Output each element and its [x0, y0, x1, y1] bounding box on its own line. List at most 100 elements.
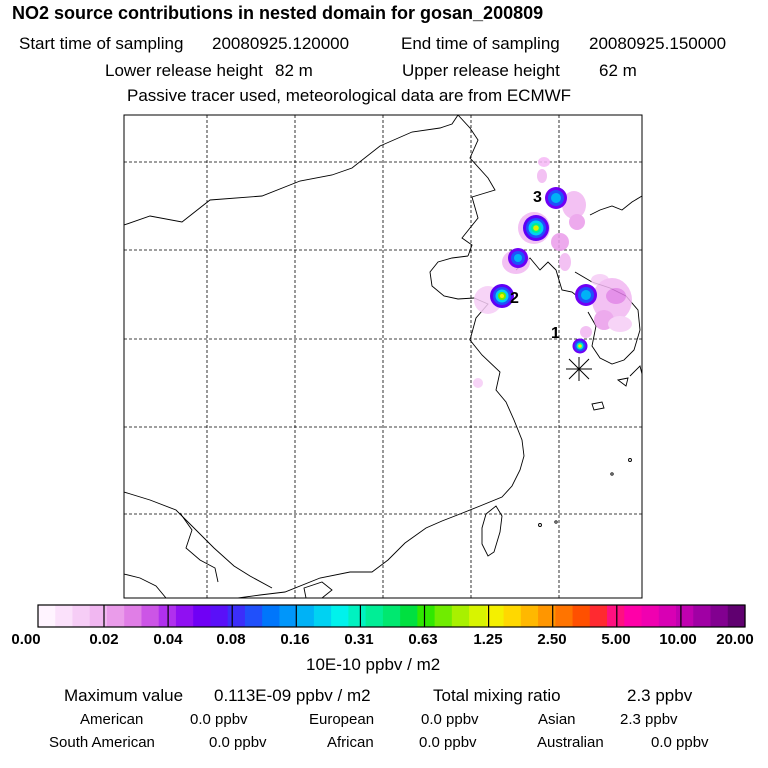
colorbar-swatch: [469, 605, 487, 627]
end-time-label: End time of sampling: [401, 34, 560, 53]
japan-coast: [629, 365, 642, 377]
end-time-value: 20080925.150000: [589, 34, 727, 53]
colorbar-label: 0.04: [153, 631, 183, 648]
hotspot-3a: [545, 187, 567, 209]
hainan: [303, 581, 333, 598]
colorbar-label: 5.00: [601, 631, 631, 648]
colorbar-swatch: [193, 605, 212, 627]
colorbar-ticks: [103, 605, 682, 627]
colorbar-label: 1.25: [473, 631, 503, 648]
hotspot-korea: [575, 284, 597, 306]
page-title: NO2 source contributions in nested domai…: [12, 3, 544, 23]
colorbar-swatch: [296, 605, 315, 627]
region-value-european: 0.0 ppbv: [421, 711, 479, 728]
manchuria-border: [457, 115, 496, 257]
colorbar-swatch: [417, 605, 436, 627]
colorbar-label: 0.02: [89, 631, 119, 648]
region-name-asian: Asian: [538, 711, 576, 728]
southwest-border: [124, 573, 167, 598]
colorbar-swatch: [486, 605, 505, 627]
region-value-asian: 2.3 ppbv: [620, 711, 678, 728]
colorbar-swatch: [55, 605, 74, 627]
region-value-australian: 0.0 ppbv: [651, 734, 709, 751]
region-name-south-american: South American: [49, 734, 155, 751]
colorbar-swatch: [331, 605, 349, 627]
taiwan: [481, 505, 503, 557]
northeast-coast: [589, 195, 642, 216]
concentration-haze: [473, 157, 632, 388]
colorbar-swatch: [434, 605, 453, 627]
colorbar: [38, 605, 746, 627]
colorbar-swatch: [72, 605, 91, 627]
hotspot-3b: [523, 215, 549, 241]
data-source-note: Passive tracer used, meteorological data…: [127, 86, 572, 105]
colorbar-frame: [37, 604, 746, 628]
colorbar-swatch: [89, 605, 108, 627]
colorbar-label: 0.16: [280, 631, 310, 648]
mongolia-border: [124, 115, 459, 226]
colorbar-swatch: [572, 605, 591, 627]
map-frame: [123, 114, 643, 599]
colorbar-label: 0.31: [344, 631, 374, 648]
colorbar-swatch: [555, 605, 574, 627]
colorbar-swatch: [227, 605, 246, 627]
colorbar-swatch: [400, 605, 418, 627]
colorbar-swatch: [693, 605, 712, 627]
source-label-1: 1: [551, 325, 560, 342]
colorbar-label: 10.00: [659, 631, 697, 648]
colorbar-label: 2.50: [537, 631, 567, 648]
colorbar-swatch: [641, 605, 660, 627]
source-label-2: 2: [510, 290, 519, 307]
colorbar-label: 0.63: [408, 631, 438, 648]
colorbar-swatch: [589, 605, 608, 627]
colorbar-swatch: [538, 605, 556, 627]
region-name-american: American: [80, 711, 144, 728]
hotspot-1: [572, 338, 588, 354]
receptor-star-icon: [566, 357, 592, 381]
colorbar-swatch: [38, 605, 56, 627]
map-content: 3 2 1: [124, 115, 642, 598]
tsushima: [616, 377, 629, 387]
lower-height-label: Lower release height: [105, 61, 263, 80]
colorbar-swatch: [727, 605, 746, 627]
colorbar-label: 20.00: [716, 631, 754, 648]
colorbar-swatch: [348, 605, 367, 627]
region-value-american: 0.0 ppbv: [190, 711, 248, 728]
lower-height-value: 82 m: [275, 61, 313, 80]
hotspot-2: [490, 284, 514, 308]
region-value-african: 0.0 ppbv: [419, 734, 477, 751]
colorbar-swatch: [658, 605, 677, 627]
colorbar-swatch: [313, 605, 332, 627]
colorbar-unit: 10E-10 ppbv / m2: [306, 655, 441, 674]
start-time-label: Start time of sampling: [19, 34, 184, 53]
colorbar-label: 0.08: [216, 631, 246, 648]
max-value: 0.113E-09 ppbv / m2: [214, 686, 371, 705]
region-name-australian: Australian: [537, 734, 604, 751]
start-time-value: 20080925.120000: [212, 34, 350, 53]
colorbar-swatch: [279, 605, 298, 627]
colorbar-swatch: [365, 605, 384, 627]
colorbar-swatch: [676, 605, 694, 627]
max-value-label: Maximum value: [64, 686, 184, 705]
colorbar-swatch: [262, 605, 281, 627]
region-name-african: African: [327, 734, 374, 751]
hotspot-bohai: [508, 248, 528, 268]
colorbar-swatch: [124, 605, 143, 627]
china-coast: [237, 255, 525, 598]
colorbar-swatch: [624, 605, 643, 627]
source-label-3: 3: [533, 189, 542, 206]
colorbar-swatch: [210, 605, 229, 627]
colorbar-swatch: [106, 605, 125, 627]
colorbar-swatch: [503, 605, 522, 627]
indochina-border: [179, 512, 219, 583]
colorbar-label: 0.00: [11, 631, 41, 648]
south-border: [124, 491, 273, 589]
upper-height-label: Upper release height: [402, 61, 560, 80]
colorbar-swatch: [710, 605, 729, 627]
total-mixing-label: Total mixing ratio: [433, 686, 561, 705]
colorbar-swatch: [244, 605, 263, 627]
grid-lines: [124, 115, 642, 598]
region-name-european: European: [309, 711, 375, 728]
colorbar-swatch: [607, 605, 625, 627]
